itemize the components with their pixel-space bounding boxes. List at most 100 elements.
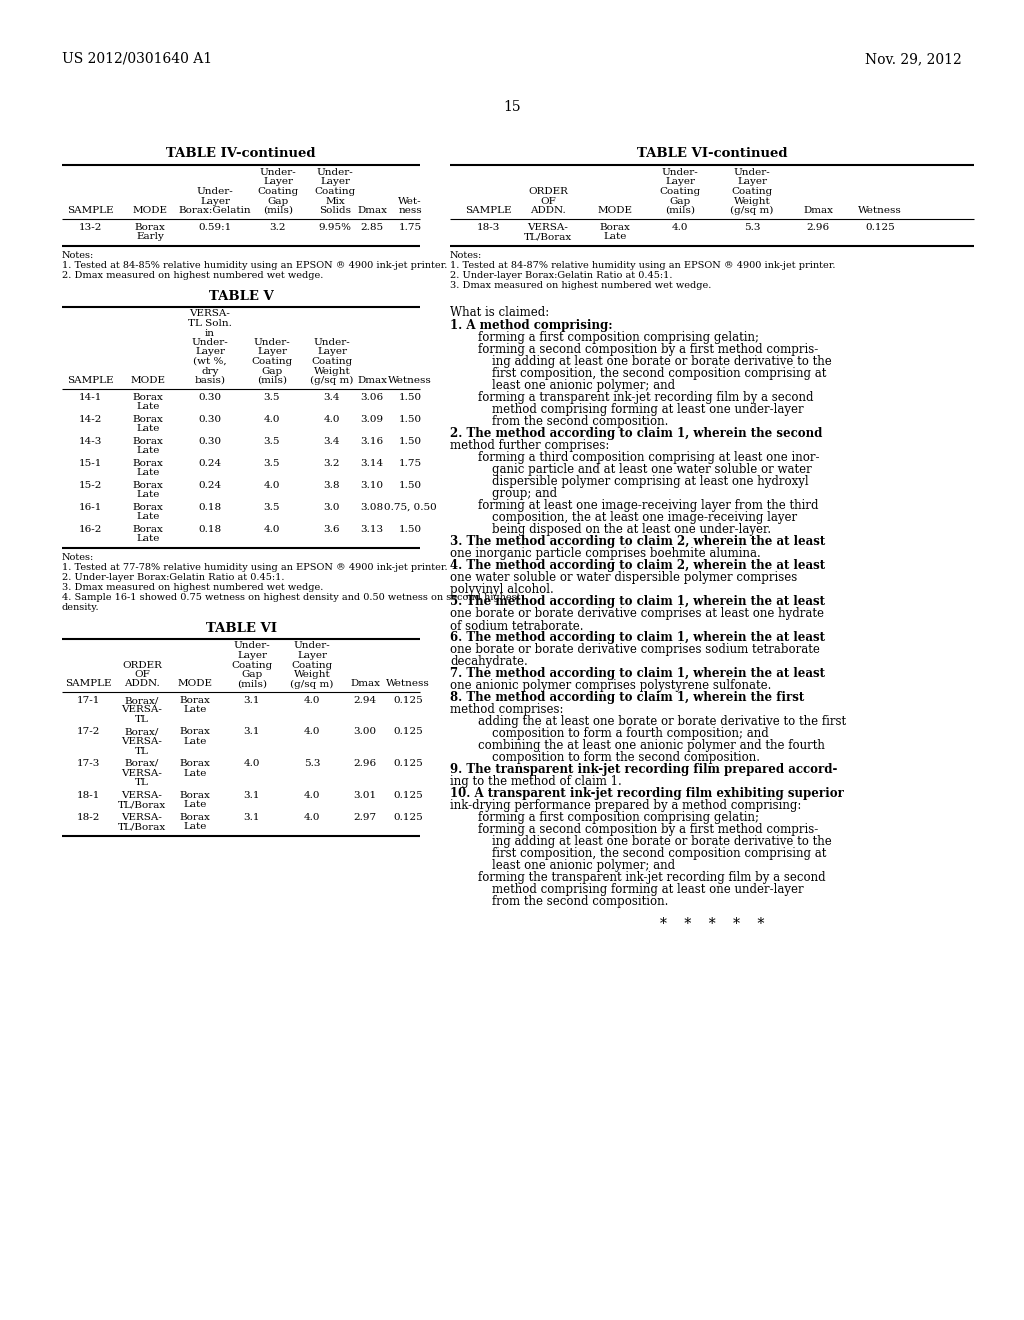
Text: 7. The method according to claim 1, wherein the at least: 7. The method according to claim 1, wher… [450,668,825,681]
Text: 0.125: 0.125 [393,727,423,737]
Text: 3.08: 3.08 [360,503,384,511]
Text: 4.0: 4.0 [264,524,281,533]
Text: (mils): (mils) [257,376,287,385]
Text: 17-2: 17-2 [77,727,99,737]
Text: one anionic polymer comprises polystyrene sulfonate.: one anionic polymer comprises polystyren… [450,680,771,693]
Text: 3.4: 3.4 [324,392,340,401]
Text: 16-1: 16-1 [78,503,101,511]
Text: Under-: Under- [233,642,270,651]
Text: What is claimed:: What is claimed: [450,305,549,318]
Text: 1.50: 1.50 [398,392,422,401]
Text: 2. The method according to claim 1, wherein the second: 2. The method according to claim 1, wher… [450,428,822,441]
Text: (g/sq m): (g/sq m) [730,206,774,215]
Text: 14-2: 14-2 [78,414,101,424]
Text: 0.30: 0.30 [199,392,221,401]
Text: 3.13: 3.13 [360,524,384,533]
Text: Solids: Solids [319,206,351,215]
Text: Layer: Layer [263,177,293,186]
Text: 4.0: 4.0 [264,414,281,424]
Text: Layer: Layer [737,177,767,186]
Text: 3.10: 3.10 [360,480,384,490]
Text: Borax: Borax [134,223,166,231]
Text: Gap: Gap [242,671,262,678]
Text: Layer: Layer [317,347,347,356]
Text: 0.125: 0.125 [393,791,423,800]
Text: Layer: Layer [195,347,225,356]
Text: adding the at least one borate or borate derivative to the first: adding the at least one borate or borate… [478,715,846,729]
Text: decahydrate.: decahydrate. [450,656,527,668]
Text: Late: Late [183,800,207,809]
Text: Coating: Coating [311,356,352,366]
Text: Borax: Borax [132,414,164,424]
Text: 4.0: 4.0 [264,480,281,490]
Text: 1.75: 1.75 [398,223,422,231]
Text: 0.30: 0.30 [199,437,221,446]
Text: 18-3: 18-3 [476,223,500,231]
Text: Gap: Gap [261,367,283,375]
Text: (g/sq m): (g/sq m) [291,680,334,689]
Text: Layer: Layer [257,347,287,356]
Text: forming a transparent ink-jet recording film by a second: forming a transparent ink-jet recording … [478,392,813,404]
Text: TABLE IV-continued: TABLE IV-continued [166,147,315,160]
Text: Borax: Borax [132,480,164,490]
Text: Layer: Layer [297,651,327,660]
Text: Late: Late [136,512,160,521]
Text: Borax: Borax [179,696,211,705]
Text: Late: Late [603,232,627,242]
Text: 3.5: 3.5 [264,503,281,511]
Text: ness: ness [398,206,422,215]
Text: Late: Late [136,535,160,543]
Text: Gap: Gap [267,197,289,206]
Text: 3.14: 3.14 [360,458,384,467]
Text: Weight: Weight [294,671,331,678]
Text: Layer: Layer [237,651,267,660]
Text: 0.125: 0.125 [393,759,423,768]
Text: method comprising forming at least one under-layer: method comprising forming at least one u… [492,404,804,417]
Text: forming a second composition by a first method compris-: forming a second composition by a first … [478,824,818,837]
Text: 4.0: 4.0 [304,727,321,737]
Text: 2.97: 2.97 [353,813,377,821]
Text: 1. Tested at 84-87% relative humidity using an EPSON ® 4900 ink-jet printer.: 1. Tested at 84-87% relative humidity us… [450,261,836,271]
Text: 0.24: 0.24 [199,480,221,490]
Text: Coating: Coating [314,187,355,195]
Text: one inorganic particle comprises boehmite alumina.: one inorganic particle comprises boehmit… [450,548,761,561]
Text: Borax: Borax [132,503,164,511]
Text: Under-: Under- [260,168,296,177]
Text: Under-: Under- [197,187,233,195]
Text: Late: Late [183,822,207,832]
Text: from the second composition.: from the second composition. [492,895,669,908]
Text: Coating: Coating [292,660,333,669]
Text: one water soluble or water dispersible polymer comprises: one water soluble or water dispersible p… [450,572,798,585]
Text: TABLE V: TABLE V [209,289,273,302]
Text: Late: Late [136,469,160,477]
Text: 2.96: 2.96 [353,759,377,768]
Text: dry: dry [202,367,219,375]
Text: basis): basis) [195,376,225,385]
Text: (wt %,: (wt %, [194,356,226,366]
Text: one borate or borate derivative comprises sodium tetraborate: one borate or borate derivative comprise… [450,644,820,656]
Text: 4.0: 4.0 [244,759,260,768]
Text: Under-: Under- [254,338,291,347]
Text: Dmax: Dmax [357,376,387,385]
Text: Wetness: Wetness [386,680,430,689]
Text: 2. Dmax measured on highest numbered wet wedge.: 2. Dmax measured on highest numbered wet… [62,272,324,281]
Text: Borax: Borax [132,437,164,446]
Text: Under-: Under- [316,168,353,177]
Text: ADDN.: ADDN. [530,206,566,215]
Text: in: in [205,329,215,338]
Text: Under-: Under- [191,338,228,347]
Text: 0.18: 0.18 [199,503,221,511]
Text: composition to form a fourth composition; and: composition to form a fourth composition… [492,727,769,741]
Text: Dmax: Dmax [357,206,387,215]
Text: TL/Borax: TL/Borax [118,822,166,832]
Text: OF: OF [540,197,556,206]
Text: 5.3: 5.3 [743,223,760,231]
Text: SAMPLE: SAMPLE [65,680,112,689]
Text: Late: Late [183,705,207,714]
Text: 5.3: 5.3 [304,759,321,768]
Text: ing adding at least one borate or borate derivative to the: ing adding at least one borate or borate… [492,836,831,849]
Text: 10. A transparent ink-jet recording film exhibiting superior: 10. A transparent ink-jet recording film… [450,788,844,800]
Text: 17-1: 17-1 [77,696,99,705]
Text: ADDN.: ADDN. [124,680,160,689]
Text: Borax: Borax [179,727,211,737]
